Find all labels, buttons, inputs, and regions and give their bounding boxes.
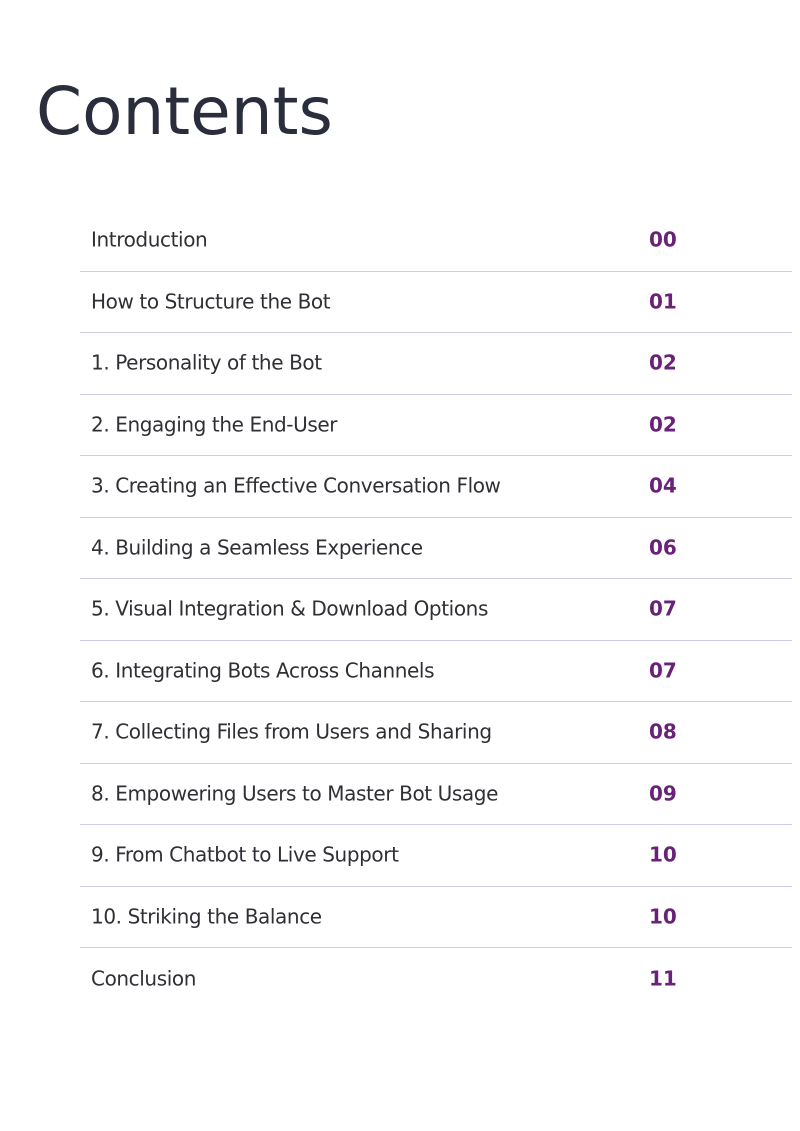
entry-page: 04: [649, 473, 677, 498]
entry-label: 6. Integrating Bots Across Channels: [91, 658, 435, 683]
entry-page: 10: [649, 842, 677, 867]
entry-page: 08: [649, 719, 677, 744]
entry-page: 10: [649, 904, 677, 929]
toc-entry: 10. Striking the Balance 10: [80, 887, 792, 948]
toc-entry: 1. Personality of the Bot 02: [80, 333, 792, 395]
entry-page: 07: [649, 658, 677, 683]
entry-label: 4. Building a Seamless Experience: [91, 535, 423, 560]
table-of-contents: Introduction 00 How to Structure the Bot 01…: [80, 210, 792, 1010]
entry-label: Conclusion: [91, 966, 196, 991]
entry-page: 02: [649, 350, 677, 375]
toc-entry: 9. From Chatbot to Live Support 10: [80, 825, 792, 887]
entry-page: 11: [649, 966, 677, 991]
toc-entry: 8. Empowering Users to Master Bot Usage 0…: [80, 764, 792, 825]
entry-label: Introduction: [91, 227, 208, 252]
entry-page: 06: [649, 535, 677, 560]
entry-page: 01: [649, 289, 677, 314]
entry-label: 1. Personality of the Bot: [91, 350, 322, 375]
entry-label: 9. From Chatbot to Live Support: [91, 842, 399, 867]
entry-page: 02: [649, 412, 677, 437]
entry-label: How to Structure the Bot: [91, 289, 331, 314]
toc-entry: How to Structure the Bot 01: [80, 272, 792, 333]
entry-label: 3. Creating an Effective Conversation Fl…: [91, 473, 501, 498]
toc-entry: 5. Visual Integration & Download Options…: [80, 579, 792, 641]
entry-label: 7. Collecting Files from Users and Shari…: [91, 719, 492, 744]
toc-entry: 3. Creating an Effective Conversation Fl…: [80, 456, 792, 518]
entry-label: 5. Visual Integration & Download Options: [91, 596, 488, 621]
entry-label: 2. Engaging the End-User: [91, 412, 338, 437]
toc-entry: Introduction 00: [80, 210, 792, 272]
toc-entry: 7. Collecting Files from Users and Shari…: [80, 702, 792, 764]
toc-entry: 6. Integrating Bots Across Channels 07: [80, 641, 792, 702]
entry-label: 8. Empowering Users to Master Bot Usage: [91, 781, 498, 806]
toc-entry: 2. Engaging the End-User 02: [80, 395, 792, 456]
entry-page: 00: [649, 227, 677, 252]
toc-entry: 4. Building a Seamless Experience 06: [80, 518, 792, 579]
entry-label: 10. Striking the Balance: [91, 904, 322, 929]
toc-entry: Conclusion 11: [80, 948, 792, 1010]
entry-page: 07: [649, 596, 677, 621]
entry-page: 09: [649, 781, 677, 806]
title: Contents: [36, 73, 333, 150]
